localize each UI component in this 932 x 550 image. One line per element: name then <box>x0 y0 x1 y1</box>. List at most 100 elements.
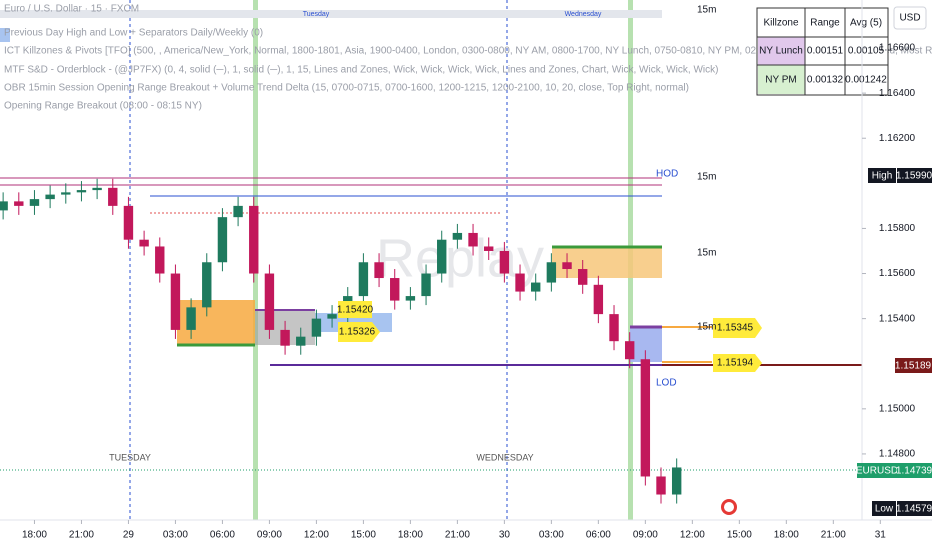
table-header: Range <box>810 18 840 29</box>
currency: USD <box>899 13 920 24</box>
indicator: MTF S&D - Orderblock - (@JP7FX) (0, 4, s… <box>4 65 718 76</box>
x-tick-label: 12:00 <box>680 530 705 541</box>
candle-body <box>593 284 604 315</box>
candle-body <box>61 192 71 195</box>
symbol-title: Euro / U.S. Dollar · 15 · FXCM <box>4 4 139 15</box>
candle-body <box>29 199 40 206</box>
x-tick-label: 31 <box>875 530 887 541</box>
candle-body <box>139 239 149 247</box>
box-label: 1.15326 <box>339 327 376 338</box>
table-cell: 0.00105 <box>848 46 885 57</box>
day-label: TUESDAY <box>109 452 151 462</box>
x-tick-label: 18:00 <box>774 530 799 541</box>
zone <box>630 326 662 362</box>
price-tag: EURUSD <box>856 466 898 477</box>
table-header: Killzone <box>763 18 798 29</box>
legend-swatch <box>0 28 10 42</box>
candle-body <box>671 467 682 495</box>
candle-body <box>280 329 290 346</box>
candle-body <box>437 239 447 274</box>
box-label-bg <box>338 301 372 318</box>
candle-body <box>421 273 431 297</box>
timeframe-tag: 15m <box>697 322 716 333</box>
candle-body <box>155 246 165 274</box>
y-tick-label: 1.15800 <box>879 223 916 234</box>
candle-body <box>311 318 322 337</box>
candle-body <box>76 190 87 193</box>
x-tick-label: 06:00 <box>586 530 611 541</box>
timeframe-tag: 15m <box>697 172 716 183</box>
candle-body <box>562 262 572 270</box>
x-tick-label: 15:00 <box>727 530 752 541</box>
day-label: WEDNESDAY <box>476 452 533 462</box>
price-tag-bg <box>857 463 897 478</box>
candle-body <box>123 205 134 240</box>
timeframe-tag: 15m <box>697 248 716 259</box>
y-tick-label: 1.15600 <box>879 268 916 279</box>
x-tick-label: 21:00 <box>445 530 470 541</box>
x-tick-label: 21:00 <box>69 530 94 541</box>
candle-body <box>327 314 337 319</box>
candle-body <box>452 232 463 240</box>
table-header: Avg (5) <box>850 18 882 29</box>
day-label: Tuesday <box>303 11 330 18</box>
table-cell <box>758 37 805 65</box>
candle-body <box>374 262 384 279</box>
box-label: 1.15420 <box>337 305 374 316</box>
price-tag-bg <box>872 501 896 516</box>
price-tag-bg <box>868 168 896 183</box>
y-tick-label: 1.15000 <box>879 403 916 414</box>
indicator: Previous Day High and Low + Separators D… <box>4 28 263 39</box>
price-tag: Low <box>875 504 894 515</box>
killzone-table: Killzone Range Avg (5) NY Lunch 0.00151 … <box>756 7 889 96</box>
lod-label: LOD <box>656 378 677 389</box>
price-tag-bg <box>897 501 932 516</box>
candle-body <box>45 194 55 200</box>
y-tick-label: 1.16200 <box>879 133 916 144</box>
candle-body <box>515 273 525 292</box>
box-label-bg <box>338 322 380 342</box>
candle-body <box>264 273 275 330</box>
candle-body <box>531 282 541 292</box>
y-tick-label: 1.16400 <box>879 88 916 99</box>
candle-body <box>92 187 102 191</box>
candle-body <box>624 341 635 360</box>
price-tag-bg <box>897 463 932 478</box>
box-label: 1.15194 <box>717 358 754 369</box>
candle-body <box>358 262 369 297</box>
table-cell: NY PM <box>765 75 797 86</box>
candle-body <box>108 187 118 206</box>
candle-body <box>640 359 651 477</box>
x-tick-label: 09:00 <box>633 530 658 541</box>
x-tick-label: 21:00 <box>821 530 846 541</box>
price-tag: 1.14579 <box>896 504 932 515</box>
candle-body <box>546 262 557 283</box>
candle-body <box>296 336 306 346</box>
candle-body <box>217 217 228 263</box>
day-band <box>0 10 662 18</box>
currency-button[interactable] <box>893 6 927 30</box>
table-cell: NY Lunch <box>759 46 803 57</box>
candle-body <box>249 205 259 274</box>
timeframe-tag: 15m <box>697 5 716 16</box>
candle-body <box>233 205 243 218</box>
indicator: ICT Killzones & Pivots [TFO] (500, , Ame… <box>4 46 932 57</box>
candle-body <box>577 269 588 285</box>
x-tick-label: 18:00 <box>398 530 423 541</box>
event-flag <box>724 502 734 512</box>
price-tag: 1.15990 <box>896 171 932 182</box>
x-tick-label: 09:00 <box>257 530 282 541</box>
candle-body <box>170 273 181 330</box>
candle-body <box>499 250 510 274</box>
candle-body <box>484 246 494 251</box>
x-tick-label: 18:00 <box>22 530 47 541</box>
box-label: 1.15345 <box>717 323 754 334</box>
candle-body <box>656 476 666 495</box>
x-tick-label: 03:00 <box>163 530 188 541</box>
y-tick-label: 1.15400 <box>879 313 916 324</box>
day-label: Wednesday <box>565 11 602 18</box>
box-label-bg <box>713 354 762 372</box>
price-tag-bg <box>895 358 932 373</box>
indicator: Opening Range Breakout (08:00 - 08:15 NY… <box>4 101 202 112</box>
